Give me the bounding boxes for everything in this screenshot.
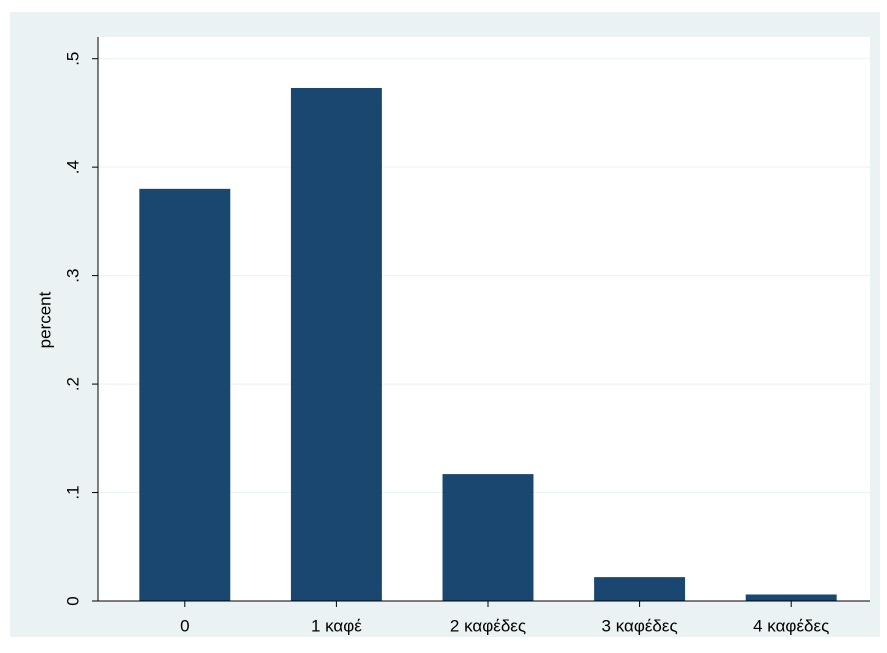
y-tick-label: .4 — [63, 160, 82, 174]
x-tick-label: 1 καφέ — [311, 616, 362, 635]
y-tick-label: .1 — [63, 485, 82, 499]
x-tick-label: 2 καφέδες — [450, 616, 526, 635]
x-tick-label: 3 καφέδες — [602, 616, 678, 635]
y-tick-label: 0 — [63, 596, 82, 605]
bar — [594, 577, 686, 601]
y-axis-label: percent — [35, 291, 54, 348]
y-tick-label: .3 — [63, 269, 82, 283]
y-tick-label: .2 — [63, 377, 82, 391]
y-tick-label: .5 — [63, 52, 82, 66]
bar — [745, 594, 837, 601]
x-tick-label: 4 καφέδες — [753, 616, 829, 635]
x-tick-label: 0 — [180, 616, 189, 635]
bar — [442, 474, 534, 601]
bar — [139, 188, 231, 601]
bar — [290, 87, 382, 601]
